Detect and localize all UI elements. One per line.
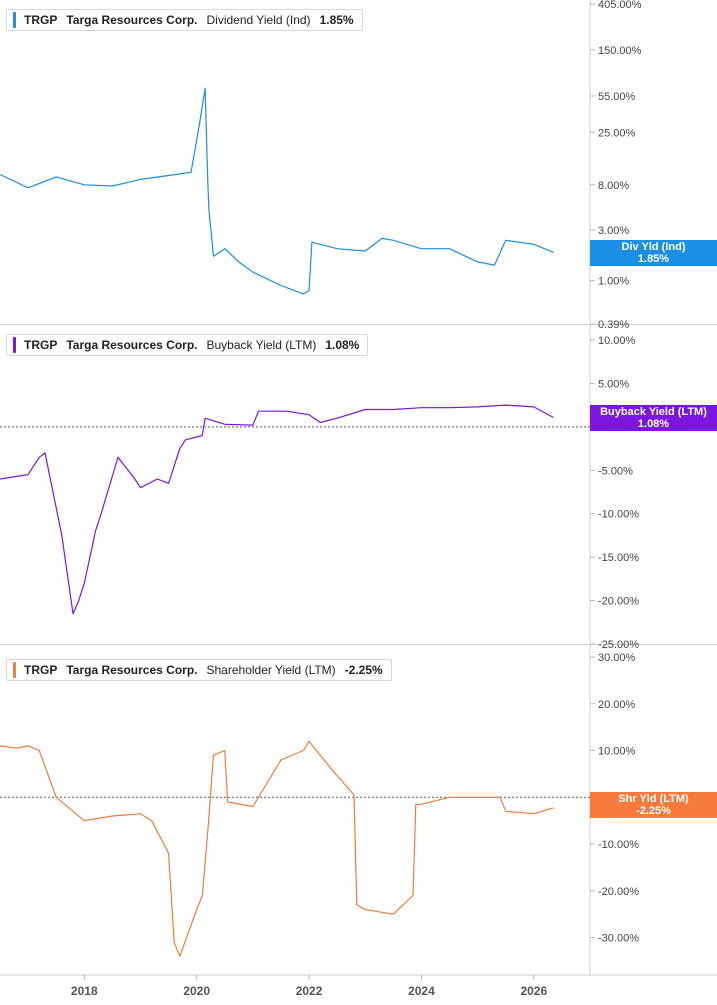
legend-ticker: TRGP bbox=[24, 13, 58, 27]
series-line bbox=[0, 87, 554, 295]
x-tick-label: 2024 bbox=[408, 984, 435, 998]
legend-value: 1.08% bbox=[325, 338, 360, 352]
y-tick-label: 1.00% bbox=[598, 276, 629, 288]
legend-swatch-shareholder bbox=[13, 662, 16, 678]
y-tick-label: 405.00% bbox=[598, 0, 642, 11]
y-tick-label: 20.00% bbox=[598, 699, 636, 711]
value-tag-value: 1.85% bbox=[637, 253, 670, 265]
y-tick-label: 25.00% bbox=[598, 127, 636, 139]
value-tag-value: 1.08% bbox=[637, 418, 670, 430]
value-tag-shareholder: Shr Yld (LTM) -2.25% bbox=[590, 792, 717, 818]
y-tick-label: 30.00% bbox=[598, 652, 636, 664]
y-tick-label: 3.00% bbox=[598, 225, 629, 237]
value-tag-label: Div Yld (Ind) bbox=[621, 241, 686, 253]
legend-value: 1.85% bbox=[319, 13, 354, 27]
legend-metric: Dividend Yield (Ind) bbox=[206, 13, 311, 27]
y-tick-label: -5.00% bbox=[598, 465, 633, 477]
value-tag-label: Shr Yld (LTM) bbox=[618, 793, 689, 805]
y-tick-label: -10.00% bbox=[598, 509, 639, 521]
legend-swatch-buyback bbox=[13, 337, 16, 353]
legend-shareholder-yield: TRGP Targa Resources Corp. Shareholder Y… bbox=[6, 659, 392, 681]
x-tick-label: 2020 bbox=[183, 984, 210, 998]
x-tick-label: 2026 bbox=[520, 984, 547, 998]
y-tick-label: 55.00% bbox=[598, 91, 636, 103]
legend-company: Targa Resources Corp. bbox=[66, 13, 198, 27]
value-tag-dividend: Div Yld (Ind) 1.85% bbox=[590, 240, 717, 266]
y-tick-label: -20.00% bbox=[598, 596, 639, 608]
x-tick-label: 2022 bbox=[296, 984, 323, 998]
y-tick-label: -25.00% bbox=[598, 639, 639, 651]
y-tick-label: -30.00% bbox=[598, 933, 639, 945]
value-tag-buyback: Buyback Yield (LTM) 1.08% bbox=[590, 405, 717, 431]
legend-buyback-yield: TRGP Targa Resources Corp. Buyback Yield… bbox=[6, 334, 369, 356]
y-tick-label: 8.00% bbox=[598, 180, 629, 192]
y-tick-label: 10.00% bbox=[598, 335, 636, 347]
series-line bbox=[0, 404, 554, 615]
y-tick-label: 10.00% bbox=[598, 746, 636, 758]
y-tick-label: 5.00% bbox=[598, 378, 629, 390]
legend-ticker: TRGP bbox=[24, 338, 58, 352]
legend-dividend-yield: TRGP Targa Resources Corp. Dividend Yiel… bbox=[6, 9, 363, 31]
y-tick-label: 150.00% bbox=[598, 45, 642, 57]
legend-swatch-dividend bbox=[13, 12, 16, 28]
legend-ticker: TRGP bbox=[24, 663, 58, 677]
y-tick-label: -10.00% bbox=[598, 839, 639, 851]
y-tick-label: 0.39% bbox=[598, 319, 629, 331]
value-tag-value: -2.25% bbox=[636, 805, 671, 817]
y-tick-label: -20.00% bbox=[598, 886, 639, 898]
legend-metric: Shareholder Yield (LTM) bbox=[206, 663, 336, 677]
legend-company: Targa Resources Corp. bbox=[66, 663, 198, 677]
legend-metric: Buyback Yield (LTM) bbox=[206, 338, 317, 352]
legend-value: -2.25% bbox=[344, 663, 383, 677]
y-tick-label: -15.00% bbox=[598, 552, 639, 564]
value-tag-label: Buyback Yield (LTM) bbox=[600, 406, 707, 418]
x-tick-label: 2018 bbox=[71, 984, 98, 998]
legend-company: Targa Resources Corp. bbox=[66, 338, 198, 352]
series-line bbox=[0, 740, 554, 957]
